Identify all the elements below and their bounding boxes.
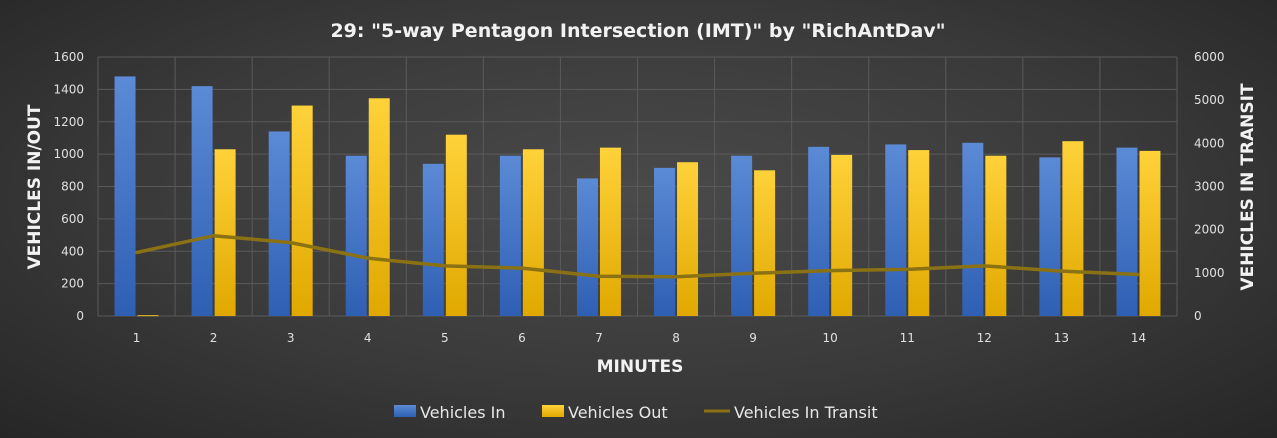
x-tick-label: 5 (441, 331, 449, 345)
y2-tick-label: 2000 (1194, 223, 1225, 237)
bar-series (114, 76, 1161, 317)
y-tick-label: 800 (61, 180, 84, 194)
bar-vehicles-out (214, 149, 236, 316)
legend: Vehicles In Vehicles Out Vehicles In Tra… (394, 403, 878, 422)
y-tick-label: 1000 (53, 147, 84, 161)
legend-label-vehicles-in-transit: Vehicles In Transit (734, 403, 878, 422)
y2-tick-label: 0 (1194, 309, 1202, 323)
point-vehicles-in-transit (828, 269, 832, 273)
x-tick-label: 13 (1054, 331, 1069, 345)
bar-vehicles-out (831, 154, 853, 316)
line-vehicles-in-transit (136, 233, 1139, 279)
y-tick-label: 200 (61, 277, 84, 291)
bar-vehicles-in (962, 142, 984, 316)
legend-swatch-vehicles-in (394, 405, 416, 417)
point-vehicles-in-transit (674, 275, 678, 279)
point-vehicles-in-transit (443, 264, 447, 268)
x-tick-label: 10 (823, 331, 838, 345)
bar-vehicles-in (654, 167, 676, 316)
legend-swatch-vehicles-out (542, 405, 564, 417)
bar-vehicles-in (191, 86, 213, 316)
point-vehicles-in-transit (751, 271, 755, 275)
bar-vehicles-in (576, 178, 598, 316)
axis-ticks: 0200400600800100012001400160001000200030… (53, 50, 1224, 345)
bar-vehicles-in (268, 131, 290, 316)
bar-vehicles-in (808, 146, 830, 316)
y-axis-title: VEHICLES IN/OUT (25, 104, 45, 269)
bar-vehicles-in (885, 144, 907, 316)
line-series (135, 233, 1140, 279)
bar-vehicles-out (677, 162, 699, 316)
bar-vehicles-in (345, 155, 367, 316)
y-tick-label: 1600 (53, 50, 84, 64)
y-tick-label: 1400 (53, 82, 84, 96)
bar-vehicles-out (1139, 150, 1161, 316)
x-tick-label: 6 (518, 331, 526, 345)
x-tick-label: 8 (672, 331, 680, 345)
bar-vehicles-out (522, 149, 544, 316)
bar-vehicles-in (422, 163, 444, 316)
bar-vehicles-out (291, 105, 313, 316)
bar-vehicles-in (114, 76, 136, 316)
point-vehicles-in-transit (1059, 269, 1063, 273)
bar-vehicles-out (599, 147, 621, 316)
point-vehicles-in-transit (905, 267, 909, 271)
point-vehicles-in-transit (289, 241, 293, 245)
x-tick-label: 7 (595, 331, 603, 345)
bar-vehicles-in (731, 155, 753, 316)
bar-vehicles-out (445, 134, 467, 316)
x-tick-label: 11 (900, 331, 915, 345)
bar-vehicles-in (1039, 157, 1061, 316)
x-tick-label: 12 (977, 331, 992, 345)
x-tick-label: 4 (364, 331, 372, 345)
legend-label-vehicles-out: Vehicles Out (568, 403, 668, 422)
y2-tick-label: 4000 (1194, 136, 1225, 150)
y2-tick-label: 6000 (1194, 50, 1225, 64)
bar-vehicles-out (985, 155, 1007, 316)
bar-vehicles-out (137, 315, 159, 317)
y2-axis-title: VEHICLES IN TRANSIT (1238, 83, 1258, 291)
point-vehicles-in-transit (366, 256, 370, 260)
x-tick-label: 3 (287, 331, 295, 345)
bar-vehicles-out (368, 98, 390, 316)
y-tick-label: 1200 (53, 115, 84, 129)
point-vehicles-in-transit (135, 251, 139, 255)
point-vehicles-in-transit (520, 266, 524, 270)
point-vehicles-in-transit (212, 234, 216, 238)
bar-vehicles-out (754, 170, 776, 316)
legend-label-vehicles-in: Vehicles In (420, 403, 506, 422)
bar-vehicles-out (908, 150, 930, 316)
point-vehicles-in-transit (1136, 273, 1140, 277)
x-tick-label: 1 (133, 331, 141, 345)
y-tick-label: 0 (76, 309, 84, 323)
x-axis-title: MINUTES (597, 357, 684, 377)
x-tick-label: 9 (749, 331, 757, 345)
bar-vehicles-in (1116, 147, 1138, 316)
point-vehicles-in-transit (597, 274, 601, 278)
chart-title: 29: "5-way Pentagon Intersection (IMT)" … (330, 20, 945, 42)
point-vehicles-in-transit (982, 264, 986, 268)
y-tick-label: 400 (61, 244, 84, 258)
x-tick-label: 2 (210, 331, 218, 345)
bar-vehicles-in (499, 155, 521, 316)
y2-tick-label: 1000 (1194, 266, 1225, 280)
y2-tick-label: 5000 (1194, 93, 1225, 107)
bar-vehicles-out (1062, 141, 1084, 316)
y-tick-label: 600 (61, 212, 84, 226)
x-tick-label: 14 (1131, 331, 1146, 345)
y2-tick-label: 3000 (1194, 180, 1225, 194)
